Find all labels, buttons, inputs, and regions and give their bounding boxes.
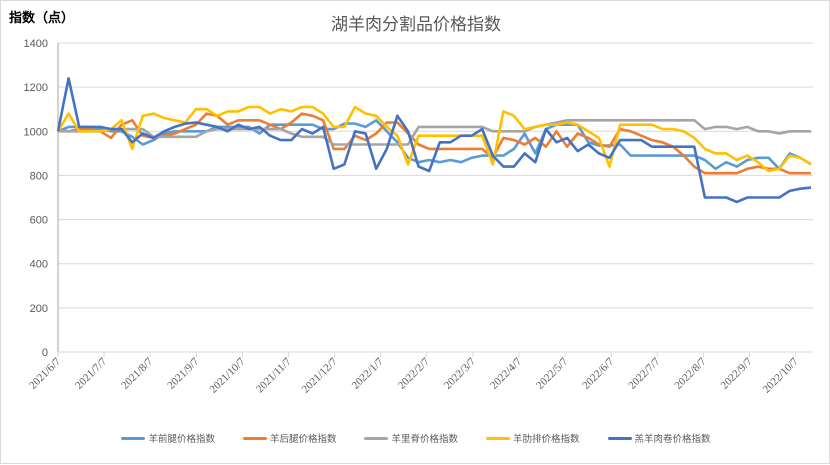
x-tick-label: 2022/10/7 (761, 355, 801, 395)
x-tick-label: 2021/8/7 (119, 355, 155, 391)
x-tick-label: 2022/2/7 (396, 355, 432, 391)
x-tick-label: 2021/11/7 (254, 355, 294, 395)
legend-item: 羊里脊价格指数 (364, 431, 458, 445)
x-tick-label: 2022/4/7 (488, 355, 524, 391)
legend-swatch (242, 436, 267, 440)
y-tick-label: 1000 (24, 126, 48, 138)
x-tick-label: 2022/8/7 (672, 355, 708, 391)
y-tick-label: 600 (30, 215, 48, 227)
x-tick-label: 2021/6/7 (27, 355, 63, 391)
legend-label: 羔羊肉卷价格指数 (634, 434, 711, 445)
legend-swatch (364, 436, 389, 440)
legend-item: 羊后腿价格指数 (242, 431, 337, 445)
y-tick-label: 800 (30, 170, 48, 182)
legend-item: 羔羊肉卷价格指数 (607, 431, 711, 445)
x-tick-label: 2022/5/7 (534, 355, 570, 391)
legend-label: 羊前腿价格指数 (148, 434, 215, 445)
legend-swatch (121, 436, 146, 440)
legend-swatch (607, 436, 632, 440)
chart-title: 湖羊肉分割品价格指数 (331, 15, 501, 35)
legend: 羊前腿价格指数 羊后腿价格指数 羊里脊价格指数 羊肋排价格指数 羔羊肉卷价格指数 (1, 431, 830, 445)
legend-item: 羊肋排价格指数 (486, 431, 580, 445)
x-tick-label: 2022/1/7 (350, 355, 386, 391)
x-tick-label: 2022/3/7 (442, 355, 478, 391)
series-line-5 (56, 77, 812, 204)
x-tick-label: 2022/7/7 (626, 355, 662, 391)
x-tick-label: 2021/12/7 (300, 355, 340, 395)
y-tick-label: 0 (42, 347, 48, 359)
series-line-3 (58, 119, 811, 146)
x-tick-label: 2022/6/7 (580, 355, 616, 391)
y-tick-label: 400 (30, 259, 48, 271)
x-tick-label: 2022/9/7 (718, 355, 754, 391)
series-line-4 (56, 105, 812, 173)
y-tick-label: 1400 (24, 38, 48, 50)
legend-swatch (486, 436, 510, 440)
y-axis-title: 指数（点） (9, 11, 75, 26)
x-tick-label: 2021/9/7 (165, 355, 201, 391)
y-tick-label: 1200 (24, 82, 48, 94)
series-line-2 (57, 112, 811, 175)
legend-item: 羊前腿价格指数 (121, 431, 215, 445)
legend-label: 羊后腿价格指数 (269, 434, 337, 445)
x-tick-label: 2021/7/7 (73, 355, 109, 391)
y-tick-label: 200 (30, 303, 48, 315)
legend-label: 羊里脊价格指数 (391, 434, 458, 445)
x-tick-label: 2021/10/7 (207, 355, 247, 395)
legend-label: 羊肋排价格指数 (513, 434, 580, 445)
